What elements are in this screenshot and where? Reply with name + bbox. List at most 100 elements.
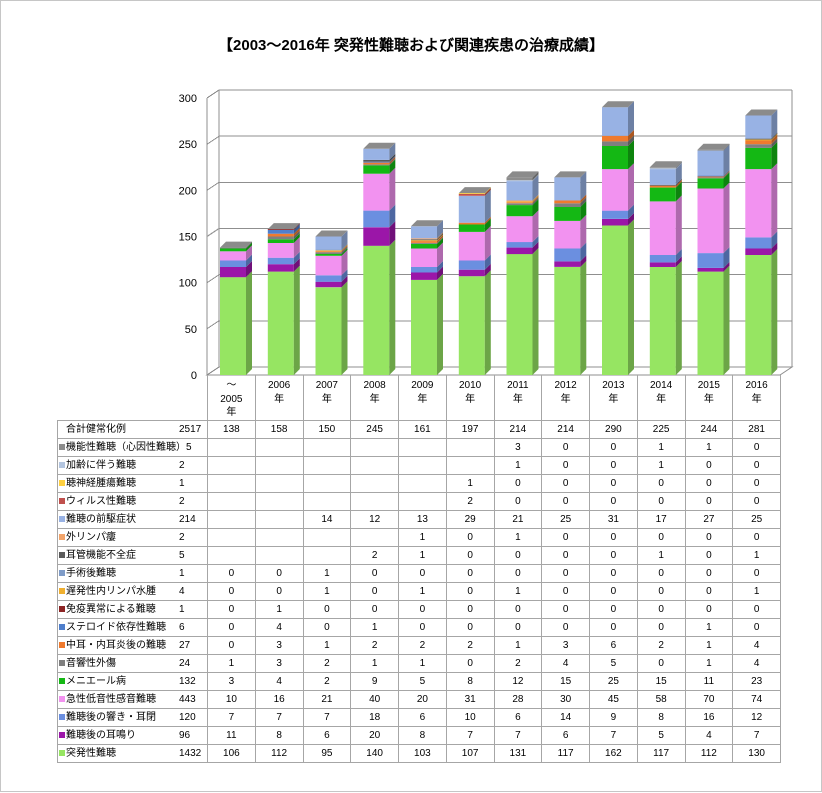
data-table-cell: 0 — [493, 546, 543, 565]
bar-segment-side — [723, 169, 730, 177]
data-table-cell: 1 — [398, 582, 447, 601]
legend-key — [59, 642, 65, 649]
bar-segment — [697, 253, 724, 268]
bar-segment — [363, 162, 390, 165]
bar-segment — [649, 184, 676, 186]
bar-segment — [315, 255, 342, 276]
bar-segment-side — [628, 219, 634, 375]
data-table-cell: 0 — [445, 582, 495, 601]
series-name: 難聴後の耳鳴り — [66, 730, 136, 741]
bar-top-face — [363, 142, 396, 149]
data-table-cell: 2 — [493, 654, 543, 673]
legend-key — [59, 696, 65, 703]
data-table-cell: 0 — [636, 528, 686, 547]
bar-segment-side — [628, 204, 634, 219]
bar-segment-side — [389, 155, 396, 163]
data-table-cell: 1 — [493, 528, 543, 547]
total-cell: 150 — [302, 420, 352, 439]
data-table-cell: 2 — [398, 636, 447, 655]
bar-segment — [745, 255, 772, 375]
data-table-cell: 0 — [732, 564, 781, 583]
total-cell: 290 — [589, 420, 638, 439]
data-table-cell — [398, 438, 447, 457]
bar-segment — [267, 236, 294, 240]
bar-segment-side — [771, 163, 778, 238]
data-table-cell: 0 — [302, 600, 352, 619]
bar-segment — [411, 226, 437, 239]
series-total: 2517 — [179, 424, 202, 435]
bar-segment-side — [532, 194, 539, 202]
bar-top-face — [554, 171, 587, 178]
data-table-cell — [207, 456, 256, 475]
data-table-cell: 20 — [350, 726, 399, 745]
series-label-cell: 合計健常化例 2517 — [57, 420, 208, 439]
data-table-cell — [302, 456, 352, 475]
data-table-cell — [254, 438, 304, 457]
data-table-cell — [254, 474, 304, 493]
data-table-row: 突発性難聴 1432 106 112 95 140 103 107 131 117 162 117 11… — [57, 744, 781, 763]
series-label-cell: 難聴後の響き・耳閉 120 — [57, 708, 208, 727]
bar-segment-side — [341, 230, 348, 250]
bar-segment-side — [628, 135, 634, 146]
bar-segment-side — [532, 236, 539, 248]
bar-segment — [267, 239, 294, 243]
data-table-cell: 0 — [350, 564, 399, 583]
bar-segment — [411, 248, 437, 267]
bar-segment-side — [484, 189, 491, 223]
data-table-cell — [254, 510, 304, 529]
x-axis-label: 2007 年 — [302, 375, 352, 421]
bar-segment-side — [532, 174, 539, 182]
bar-segment — [697, 177, 724, 179]
bar-segment — [602, 146, 628, 170]
bar-segment-side — [389, 204, 396, 228]
data-table-cell — [302, 492, 352, 511]
data-table-cell — [207, 528, 256, 547]
bar-segment-side — [628, 140, 634, 170]
y-axis-tick-label: 200 — [179, 185, 197, 197]
data-table-row: ウィルス性難聴 2 2 0 0 0 0 0 0 — [57, 492, 781, 511]
bar-segment-side — [580, 197, 587, 207]
total-row: 合計健常化例 2517 138 158 150 245 161 197 214 214 290 225… — [57, 420, 781, 439]
data-table-cell: 0 — [636, 492, 686, 511]
chart-data-table: 〜 2005 年 2006 年 2007 年 2008 年 2009 年 2010 年 20… — [57, 375, 781, 763]
bar-segment-side — [246, 261, 252, 278]
data-table-cell: 0 — [398, 618, 447, 637]
bar-segment-side — [723, 265, 730, 375]
data-table-cell: 18 — [350, 708, 399, 727]
bar-segment-side — [293, 258, 300, 272]
data-table-cell: 0 — [589, 618, 638, 637]
data-table-row: 機能性難聴（心因性難聴）5 3 0 0 1 1 0 — [57, 438, 781, 457]
bar-segment-side — [389, 142, 396, 160]
data-table-cell: 0 — [493, 618, 543, 637]
y-axis-tick-label: 300 — [179, 93, 197, 105]
data-table-cell: 117 — [541, 744, 590, 763]
bar-segment — [745, 147, 772, 170]
data-table-cell: 130 — [732, 744, 781, 763]
data-table-cell: 106 — [207, 744, 256, 763]
data-table-cell: 0 — [541, 492, 590, 511]
bar-segment-side — [484, 254, 491, 270]
bar-segment — [363, 161, 390, 163]
data-table-cell: 1 — [302, 582, 352, 601]
data-table-cell: 12 — [493, 672, 543, 691]
bar-segment — [315, 254, 342, 256]
bar-segment-side — [723, 144, 730, 176]
series-name: ステロイド依存性難聴 — [66, 622, 166, 633]
series-name: 中耳・内耳炎後の難聴 — [66, 640, 166, 651]
y-axis-tick-label: 250 — [179, 139, 197, 151]
bar-segment-side — [771, 249, 778, 375]
data-table-cell: 0 — [493, 492, 543, 511]
data-table-cell: 7 — [207, 708, 256, 727]
bar-segment — [506, 180, 533, 182]
bar-segment — [602, 210, 628, 219]
bar-segment — [745, 169, 772, 238]
bar-segment — [697, 176, 724, 178]
total-cell: 225 — [636, 420, 686, 439]
bar-segment-side — [532, 175, 539, 201]
data-table-cell: 14 — [541, 708, 590, 727]
data-table-cell: 13 — [398, 510, 447, 529]
data-table-cell: 21 — [493, 510, 543, 529]
data-table-cell: 1 — [254, 600, 304, 619]
data-table-cell: 1 — [684, 636, 734, 655]
bar-stack — [506, 171, 539, 375]
